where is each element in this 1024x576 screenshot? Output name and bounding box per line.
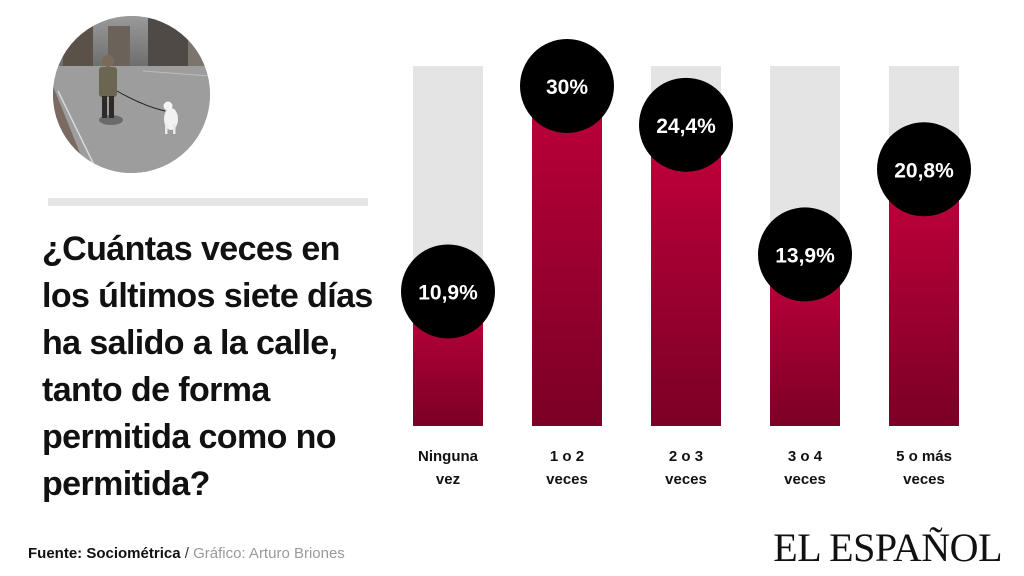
source-footer: Fuente: Sociométrica / Gráfico: Arturo B… [28,545,345,562]
value-bubble [877,122,971,217]
category-tick-label: veces [665,471,707,488]
category-tick-label: 2 o 3 [669,448,703,465]
data-label: 10,9% [418,281,478,304]
category-tick-label: veces [903,471,945,488]
category-tick-label: 1 o 2 [550,448,584,465]
chart-question: ¿Cuántas veces en los últimos siete días… [42,230,373,503]
title-divider [48,198,368,206]
source-label: Fuente: [28,545,83,562]
data-label: 13,9% [775,244,835,267]
category-tick-label: vez [436,471,460,488]
category-tick-label: 5 o más [896,448,952,465]
data-label: 30% [546,76,588,99]
category-tick-label: 3 o 4 [788,448,823,465]
bar-chart: 10,9% 30% 24,4% 13,9% 20,8% Ninguna vez 1 o 2 v… [401,39,971,488]
footer-separator: / [184,545,189,562]
value-bubble [639,77,733,172]
category-labels-layer: Ninguna vez 1 o 2 veces 2 o 3 veces 3 o 4 veces… [418,448,952,488]
bar [651,124,721,426]
data-label: 24,4% [656,115,716,138]
value-bubble [758,207,852,302]
data-label: 20,8% [894,159,954,182]
bars-layer: 10,9% 30% 24,4% 13,9% 20,8% [401,39,971,427]
value-bubble [520,39,614,133]
category-tick-label: Ninguna [418,448,479,465]
person-walking-dog-photo [53,16,210,173]
category-tick-label: veces [546,471,588,488]
graphic-credit: Gráfico: Arturo Briones [193,545,345,562]
el-espanol-logo: EL ESPAÑOL [773,525,1002,570]
source-name: Sociométrica [86,545,181,562]
value-bubble [401,244,495,339]
category-tick-label: veces [784,471,826,488]
